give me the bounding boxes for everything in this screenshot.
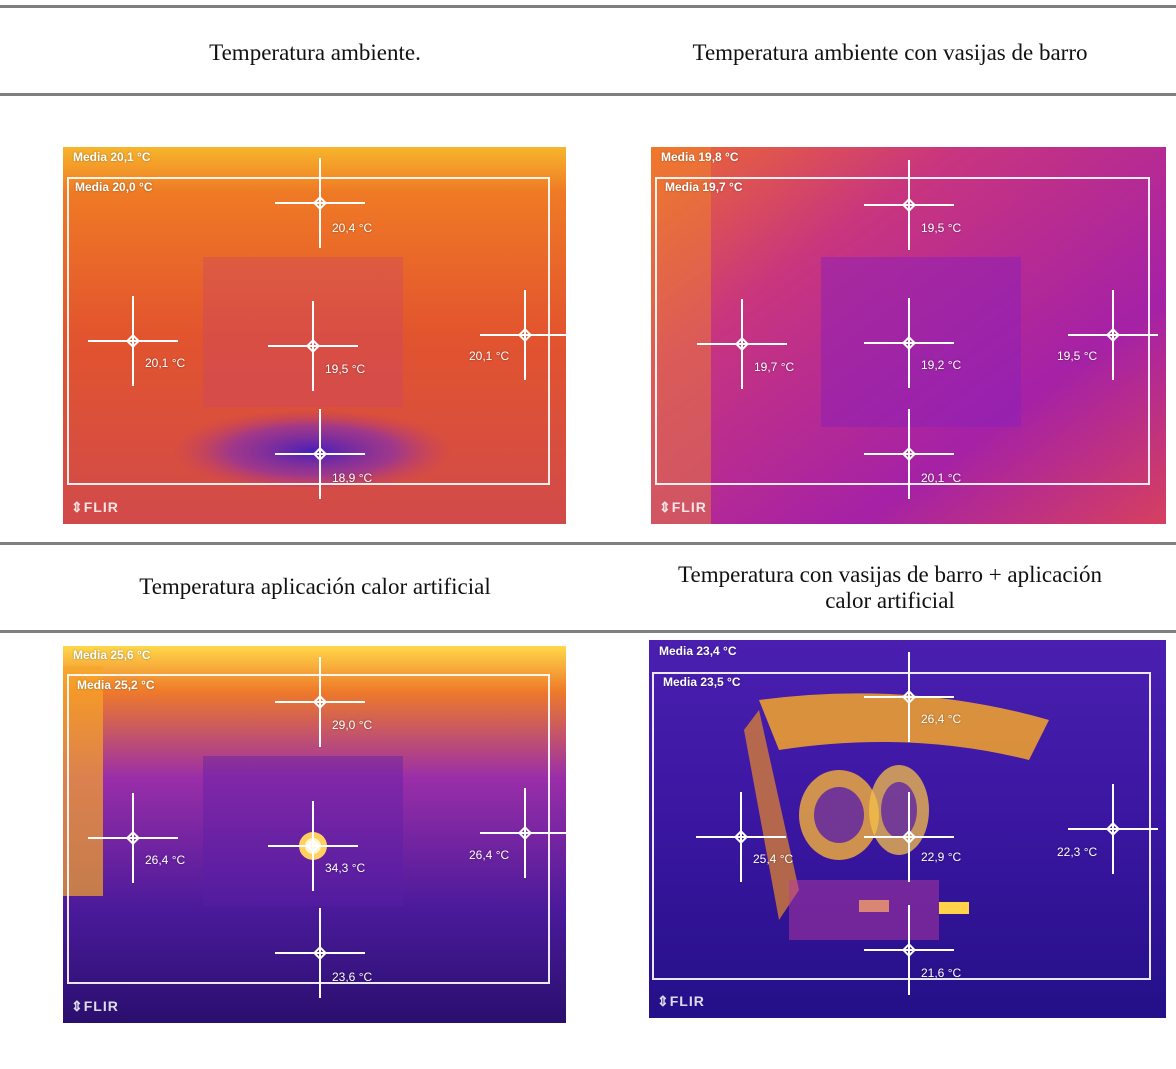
thermal-gradient (649, 640, 1166, 1018)
spot-right-value: 19,5 °C (1057, 349, 1098, 363)
spot-left-value: 19,7 °C (754, 360, 795, 374)
caption-bottom-right: Temperatura con vasijas de barro + aplic… (630, 562, 1150, 614)
spot-top-value: 20,4 °C (332, 221, 373, 235)
measure-box (655, 177, 1150, 485)
spot-right-value: 22,3 °C (1057, 845, 1098, 859)
thermal-gradient (63, 646, 566, 1023)
media-inner-label: Media 23,5 °C (663, 675, 741, 689)
thermal-image-clay-pots-artificial-heat: Media 23,4 °C Media 23,5 °C 26,4 °C 25,4… (649, 640, 1166, 1018)
rule-header-bottom (0, 93, 1176, 96)
media-inner-label: Media 25,2 °C (77, 678, 155, 692)
measure-box (652, 672, 1151, 980)
caption-bottom-left: Temperatura aplicación calor artificial (139, 574, 491, 599)
thermal-image-artificial-heat: Media 25,6 °C Media 25,2 °C 29,0 °C 26,4… (63, 646, 566, 1023)
caption-bottom-right-line1: Temperatura con vasijas de barro + aplic… (678, 562, 1102, 587)
caption-top-left: Temperatura ambiente. (209, 40, 421, 65)
thermal-image-ambient: Media 20,1 °C Media 20,0 °C 20,4 °C 20,1… (63, 147, 566, 524)
spot-top-value: 26,4 °C (921, 712, 962, 726)
spot-center-value: 19,5 °C (325, 362, 366, 376)
media-outer-label: Media 25,6 °C (73, 648, 151, 662)
flir-logo: ⇕FLIR (659, 499, 707, 515)
flir-logo: ⇕FLIR (657, 993, 705, 1009)
measure-box (67, 674, 550, 984)
spot-bottom-value: 20,1 °C (921, 471, 962, 485)
spot-bottom-value: 18,9 °C (332, 471, 373, 485)
spot-left-value: 20,1 °C (145, 356, 186, 370)
spot-left-value: 25,4 °C (753, 852, 794, 866)
spot-top-value: 19,5 °C (921, 221, 962, 235)
spot-right-value: 26,4 °C (469, 848, 510, 862)
spot-center-value: 22,9 °C (921, 850, 962, 864)
rule-top (0, 5, 1176, 8)
measure-box (67, 177, 550, 485)
media-inner-label: Media 20,0 °C (75, 180, 153, 194)
flir-logo: ⇕FLIR (71, 998, 119, 1014)
media-outer-label: Media 19,8 °C (661, 150, 739, 164)
caption-top-right: Temperatura ambiente con vasijas de barr… (692, 40, 1088, 65)
media-outer-label: Media 20,1 °C (73, 150, 151, 164)
thermal-image-clay-pots: Media 19,8 °C Media 19,7 °C 19,5 °C 19,7… (651, 147, 1166, 524)
media-outer-label: Media 23,4 °C (659, 644, 737, 658)
spot-center-value: 19,2 °C (921, 358, 962, 372)
spot-center-value: 34,3 °C (325, 861, 366, 875)
spot-top-value: 29,0 °C (332, 718, 373, 732)
rule-caption-bottom (0, 630, 1176, 633)
spot-right-value: 20,1 °C (469, 349, 510, 363)
rule-middle (0, 542, 1176, 545)
spot-bottom-value: 21,6 °C (921, 966, 962, 980)
media-inner-label: Media 19,7 °C (665, 180, 743, 194)
flir-logo: ⇕FLIR (71, 499, 119, 515)
spot-left-value: 26,4 °C (145, 853, 186, 867)
caption-bottom-right-line2: calor artificial (825, 588, 955, 613)
spot-bottom-value: 23,6 °C (332, 970, 373, 984)
